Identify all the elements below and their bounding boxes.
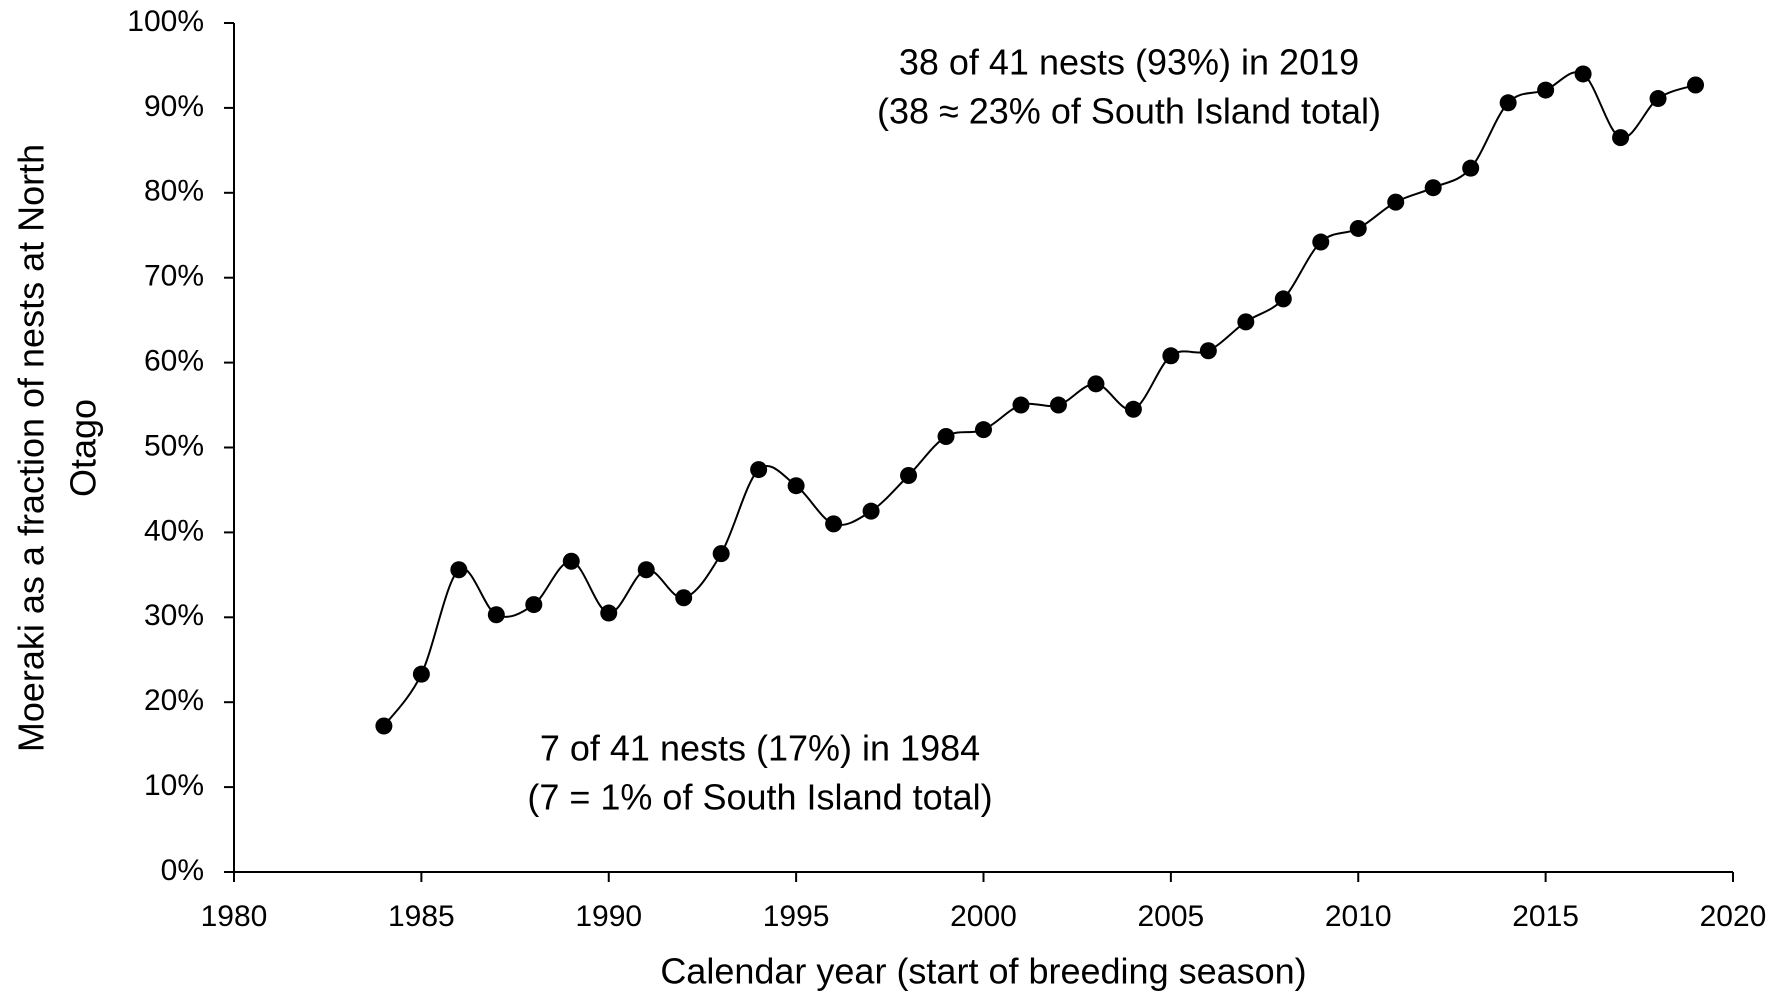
y-tick-label: 100% (127, 5, 204, 38)
data-point (412, 665, 430, 683)
data-point (600, 604, 618, 622)
data-point (1462, 159, 1480, 177)
y-axis-label: Otago (63, 399, 104, 497)
annotation: (7 = 1% of South Island total) (527, 777, 992, 818)
data-point (1199, 342, 1217, 360)
data-point (487, 606, 505, 624)
y-tick-label: 40% (144, 514, 204, 547)
data-point (675, 589, 693, 607)
data-line (383, 71, 1696, 727)
y-axis-label: Moeraki as a fraction of nests at North (11, 144, 52, 752)
data-point (525, 596, 543, 614)
data-point (1237, 313, 1255, 331)
data-point (1687, 76, 1705, 94)
data-point (375, 717, 393, 735)
data-point (450, 561, 468, 579)
data-point (825, 515, 843, 533)
x-tick-label: 1990 (575, 900, 642, 933)
y-tick-label: 0% (161, 854, 204, 887)
data-point (750, 461, 768, 479)
data-point (712, 545, 730, 563)
data-point (637, 561, 655, 579)
data-point (1499, 94, 1517, 112)
y-tick-label: 90% (144, 90, 204, 123)
annotation: (38 ≈ 23% of South Island total) (877, 91, 1381, 132)
x-tick-label: 1980 (201, 900, 268, 933)
annotation: 38 of 41 nests (93%) in 2019 (899, 42, 1359, 83)
y-tick-label: 20% (144, 684, 204, 717)
data-point (1424, 179, 1442, 197)
data-point (1012, 396, 1030, 414)
x-tick-label: 1985 (388, 900, 455, 933)
data-point (1649, 90, 1667, 108)
x-axis-label: Calendar year (start of breeding season) (660, 951, 1306, 992)
data-point (937, 427, 955, 445)
x-tick-label: 2020 (1700, 900, 1767, 933)
data-point (1387, 193, 1405, 211)
y-tick-label: 80% (144, 175, 204, 208)
data-point (1049, 396, 1067, 414)
y-tick-label: 50% (144, 429, 204, 462)
data-point (1537, 81, 1555, 99)
x-tick-label: 1995 (763, 900, 830, 933)
data-point (975, 421, 992, 439)
y-tick-label: 60% (144, 345, 204, 378)
x-tick-label: 2005 (1138, 900, 1205, 933)
data-point (562, 552, 580, 570)
y-tick-label: 10% (144, 769, 204, 802)
data-point (900, 467, 918, 485)
annotation: 7 of 41 nests (17%) in 1984 (540, 728, 980, 769)
data-point (1312, 233, 1330, 251)
x-tick-label: 2010 (1325, 900, 1392, 933)
data-point (862, 502, 880, 520)
x-tick-label: 2015 (1512, 900, 1579, 933)
data-point (1612, 129, 1630, 147)
data-point (1349, 219, 1367, 237)
data-point (1274, 290, 1292, 308)
data-point (1087, 375, 1105, 393)
data-point (1574, 65, 1592, 83)
y-tick-label: 30% (144, 599, 204, 632)
y-tick-label: 70% (144, 260, 204, 293)
data-point (787, 477, 805, 495)
data-point (1124, 400, 1142, 418)
x-tick-label: 2000 (950, 900, 1017, 933)
data-point (1162, 347, 1180, 365)
